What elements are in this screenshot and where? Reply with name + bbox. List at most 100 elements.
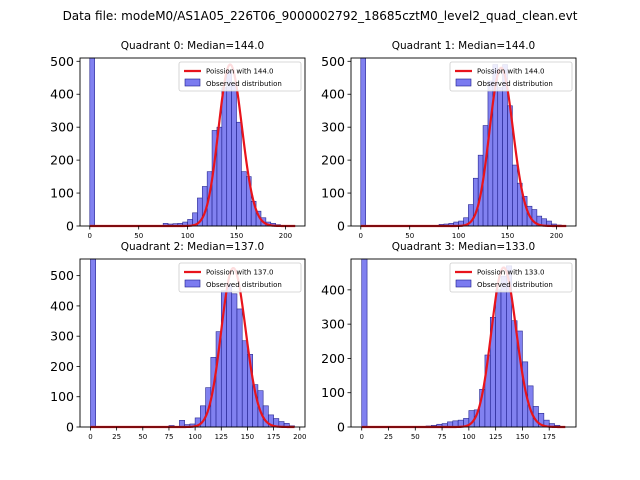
histogram-bar [231, 84, 237, 227]
x-tick-label: 100 [188, 433, 201, 441]
x-tick-label: 175 [543, 433, 556, 441]
x-tick-label: 100 [181, 232, 194, 240]
histogram-bar [500, 275, 507, 428]
histogram-bar [497, 87, 503, 227]
x-tick-label: 25 [384, 433, 393, 441]
legend: Poission with 137.0 Observed distribution [178, 262, 302, 293]
legend-box [178, 262, 302, 293]
x-tick-label: 150 [516, 433, 529, 441]
legend-box [178, 61, 302, 92]
histogram-bar [495, 289, 502, 428]
legend-box [449, 61, 573, 92]
x-tick-label: 200 [279, 232, 292, 240]
x-tick-label: 150 [501, 232, 514, 240]
x-tick-label: 0 [359, 232, 363, 240]
y-tick-label: 300 [50, 329, 74, 344]
x-tick-label: 50 [134, 232, 143, 240]
x-tick-label: 50 [405, 232, 414, 240]
x-tick-label: 75 [438, 433, 447, 441]
y-tick-label: 0 [337, 219, 345, 234]
y-tick-label: 100 [50, 186, 74, 201]
y-tick-label: 200 [50, 153, 74, 168]
y-tick-label: 300 [321, 120, 345, 135]
y-tick-label: 400 [50, 87, 74, 102]
y-tick-label: 100 [321, 186, 345, 201]
axes-frame [350, 57, 577, 227]
axes-frame [79, 258, 306, 428]
histogram-bar [236, 308, 243, 428]
y-tick-label: 500 [50, 54, 74, 69]
histogram-bar [361, 258, 368, 428]
x-tick-label: 200 [293, 433, 306, 441]
legend-observed-label: Observed distribution [206, 80, 282, 88]
x-tick-label: 175 [267, 433, 280, 441]
y-tick-label: 400 [321, 282, 345, 297]
quadrant-2-title: Quadrant 2: Median=137.0 [121, 241, 264, 253]
quadrant-3-plot: Quadrant 3: Median=133.0 0 25 50 75 100 125 150… [321, 241, 577, 441]
quadrant-1-title: Quadrant 1: Median=144.0 [392, 40, 535, 52]
legend-observed-swatch [455, 279, 472, 288]
x-tick-label: 125 [489, 433, 502, 441]
axes-frame [79, 57, 306, 227]
y-tick-label: 500 [50, 268, 74, 283]
histogram-bar [221, 87, 228, 227]
x-tick-label: 25 [112, 433, 121, 441]
x-tick-label: 150 [241, 433, 254, 441]
legend: Poission with 144.0 Observed distribution [449, 61, 573, 92]
x-tick-label: 0 [88, 433, 92, 441]
y-tick-label: 400 [321, 87, 345, 102]
y-tick-label: 100 [321, 385, 345, 400]
x-tick-label: 50 [411, 433, 420, 441]
legend-observed-label: Observed distribution [206, 281, 282, 289]
x-tick-label: 200 [550, 232, 563, 240]
y-tick-label: 200 [50, 359, 74, 374]
y-tick-label: 0 [66, 420, 74, 435]
histogram-bar [90, 258, 96, 428]
legend-poisson-label: Poission with 137.0 [206, 269, 274, 277]
legend-box [449, 262, 573, 293]
x-tick-label: 100 [452, 232, 465, 240]
legend-observed-label: Observed distribution [477, 281, 553, 289]
histogram-bar [226, 70, 232, 227]
legend-observed-swatch [455, 78, 472, 87]
y-tick-label: 0 [337, 420, 345, 435]
y-tick-label: 200 [321, 351, 345, 366]
legend-observed-label: Observed distribution [477, 80, 553, 88]
y-tick-label: 0 [66, 219, 74, 234]
legend-poisson-label: Poission with 144.0 [206, 68, 274, 76]
histogram-bar [512, 164, 518, 227]
x-tick-label: 75 [164, 433, 173, 441]
legend-poisson-label: Poission with 144.0 [477, 68, 545, 76]
histogram-bar [360, 57, 366, 227]
quadrant-1-plot: Quadrant 1: Median=144.0 0 50 100 150 200 0 100… [321, 40, 577, 240]
legend-observed-swatch [184, 279, 201, 288]
x-tick-label: 0 [359, 433, 363, 441]
y-tick-label: 100 [50, 389, 74, 404]
poisson-curve [360, 66, 567, 228]
histogram-bar [89, 57, 95, 227]
histogram-bar [241, 171, 247, 227]
y-tick-label: 500 [321, 54, 345, 69]
legend-poisson-label: Poission with 133.0 [477, 269, 545, 277]
histogram-bar [226, 284, 233, 428]
histogram-bar [231, 293, 238, 428]
histogram-bar [236, 121, 242, 227]
quadrant-3-title: Quadrant 3: Median=133.0 [392, 241, 535, 253]
x-tick-label: 100 [462, 433, 475, 441]
legend-observed-swatch [184, 78, 201, 87]
quadrant-0-plot: Quadrant 0: Median=144.0 0 50 100 150 200 0 100… [50, 40, 306, 240]
histogram-bar [241, 340, 248, 428]
y-tick-label: 300 [50, 120, 74, 135]
legend: Poission with 144.0 Observed distribution [178, 61, 302, 92]
y-tick-label: 300 [321, 317, 345, 332]
x-tick-label: 150 [230, 232, 243, 240]
figure-title: Data file: modeM0/AS1A05_226T06_90000027… [62, 9, 578, 23]
legend: Poission with 133.0 Observed distribution [449, 262, 573, 293]
quadrant-0-title: Quadrant 0: Median=144.0 [121, 40, 264, 52]
x-tick-label: 125 [215, 433, 228, 441]
y-tick-label: 400 [50, 298, 74, 313]
y-tick-label: 200 [321, 153, 345, 168]
axes-frame [350, 258, 577, 428]
x-tick-label: 50 [138, 433, 147, 441]
